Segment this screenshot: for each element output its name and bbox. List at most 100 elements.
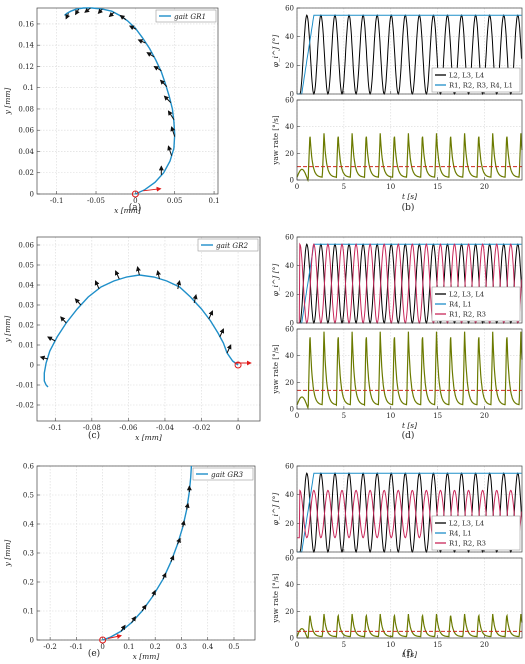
heading-arrow (170, 126, 176, 137)
heading-arrow-start (143, 186, 162, 192)
x-tick-label: 0 (295, 183, 299, 191)
heading-arrow (137, 39, 146, 44)
legend-label: R4, L1 (449, 301, 472, 309)
x-tick-label: 0 (100, 643, 104, 651)
trajectory-line (43, 274, 239, 388)
y-tick-label: 0 (290, 635, 294, 643)
joint-angle-line (297, 14, 522, 95)
heading-arrow (94, 280, 100, 290)
legend-box (192, 467, 254, 481)
legend: L2, L3, L4 R1, R2, R3, R4, L1 (431, 67, 521, 93)
legend: L2, L3, L4 R4, L1 R1, R2, R3 (431, 515, 521, 551)
x-tick-label: -0.04 (156, 424, 174, 432)
heading-arrow (97, 8, 103, 15)
heading-arrow (135, 266, 141, 276)
x-tick-label: 0.1 (208, 197, 219, 205)
subfigure-caption: (b) (402, 202, 415, 213)
heading-arrow (219, 328, 225, 338)
x-tick-label: 10 (386, 183, 395, 191)
x-tick-label: 0.1 (123, 643, 134, 651)
plot-frame (296, 7, 523, 95)
heading-arrow (184, 502, 190, 510)
y-tick-label: 0.2 (23, 579, 34, 587)
y-axis-label: yaw rate [°/s] (271, 115, 280, 165)
y-tick-label: 20 (285, 62, 294, 70)
heading-arrow (169, 554, 175, 562)
timeseries-plot-b: 0 20 40 60 L2, L3, L4 R1, R2, R3, R4, L1 φ_i^J… (271, 5, 523, 201)
trajectory-plot-a: -0.1 -0.05 0 0.05 0.1 0 0.02 0.04 0.06 0.08 0.1 0.1… (3, 7, 220, 215)
x-axis-label: x [mm] (114, 206, 141, 215)
y-tick-label: 0 (290, 320, 294, 328)
x-tick-label: 10 (386, 412, 395, 420)
x-tick-label: 20 (480, 641, 489, 649)
x-tick-label: -0.1 (49, 424, 63, 432)
y-tick-label: 0.04 (18, 282, 34, 290)
x-axis-label: t [s] (402, 192, 417, 201)
y-tick-label: 0.05 (18, 262, 34, 270)
heading-arrow (131, 615, 137, 623)
legend-box (431, 515, 521, 551)
plot-frame (36, 7, 219, 195)
x-axis-label: t [s] (402, 421, 417, 430)
y-tick-label: 0.01 (18, 342, 34, 350)
x-tick-label: 15 (433, 641, 442, 649)
x-tick-label: -0.08 (83, 424, 101, 432)
y-tick-label: 0.08 (18, 105, 34, 113)
x-tick-label: 5 (342, 412, 346, 420)
legend-label: R1, R2, R3 (449, 311, 486, 319)
x-tick-label: 15 (433, 183, 442, 191)
y-tick-label: 20 (285, 291, 294, 299)
heading-arrow (74, 298, 82, 306)
heading-arrow (47, 336, 56, 342)
heading-arrow-start (107, 634, 123, 640)
y-tick-label: -0.01 (16, 382, 34, 390)
subfigure-caption: (d) (402, 430, 415, 441)
x-tick-label: -0.2 (43, 643, 57, 651)
yaw-rate-line (296, 613, 523, 639)
plot-area (297, 558, 522, 638)
y-axis-label: φ_i^J [°] (271, 35, 280, 68)
legend-label: L2, L3, L4 (449, 72, 484, 80)
subfigure-caption: (c) (88, 430, 100, 441)
x-tick-label: -0.05 (87, 197, 105, 205)
heading-arrow (159, 79, 168, 88)
trajectory-plot-c: -0.1 -0.08 -0.06 -0.04 -0.02 0 -0.02 -0.01 0 0.01… (3, 236, 261, 442)
legend: L2, L3, L4 R4, L1 R1, R2, R3 (431, 286, 521, 322)
heading-arrow (60, 316, 67, 324)
y-tick-label: 0 (290, 91, 294, 99)
heading-arrow (65, 13, 71, 20)
y-tick-label: 0.5 (23, 492, 34, 500)
x-tick-label: 0.5 (228, 643, 239, 651)
x-tick-label: -0.1 (70, 643, 84, 651)
y-tick-label: 0 (30, 637, 34, 645)
y-tick-label: 0.06 (18, 242, 34, 250)
joint-angle-line (297, 242, 522, 325)
joint-angle-line (297, 489, 522, 539)
y-tick-label: 0.1 (23, 84, 34, 92)
legend-label: L2, L3, L4 (449, 520, 484, 528)
heading-arrow (119, 14, 127, 21)
legend: gait GR1 (155, 9, 217, 23)
y-tick-label: 60 (285, 5, 294, 13)
plot-frame (296, 557, 523, 639)
heading-arrow (114, 270, 120, 280)
y-tick-label: 0.02 (18, 322, 34, 330)
y-tick-label: 0.12 (18, 63, 34, 71)
heading-arrow (108, 11, 115, 18)
plot-frame (296, 236, 523, 324)
x-tick-label: 5 (342, 641, 346, 649)
y-tick-label: 0.3 (23, 550, 34, 558)
heading-arrow (167, 145, 173, 156)
plot-area (37, 237, 260, 421)
x-tick-label: 10 (386, 641, 395, 649)
x-axis-label: x [mm] (135, 433, 162, 442)
heading-arrow (226, 344, 232, 354)
x-tick-label: 0 (133, 197, 137, 205)
x-tick-label: 0 (295, 412, 299, 420)
y-tick-label: 0.03 (18, 302, 34, 310)
plot-frame (36, 465, 256, 641)
legend-box (431, 67, 521, 93)
legend-label: R4, L1 (449, 530, 472, 538)
y-tick-label: 0.14 (18, 42, 34, 50)
y-tick-label: 0 (290, 406, 294, 414)
